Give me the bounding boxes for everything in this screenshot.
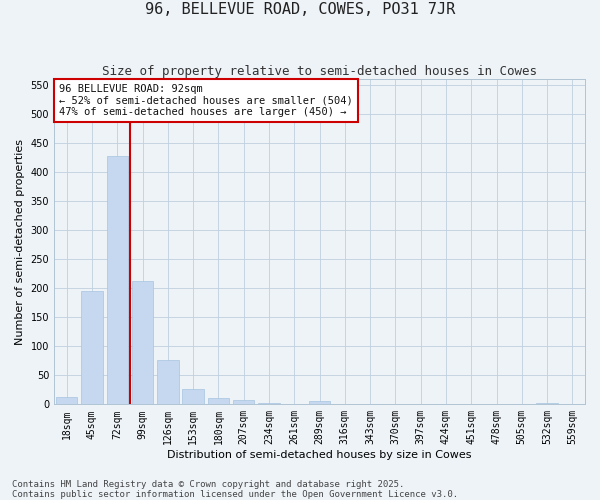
Bar xyxy=(309,402,330,404)
Bar xyxy=(107,156,128,404)
Bar xyxy=(233,400,254,404)
Bar xyxy=(536,402,558,404)
Bar xyxy=(157,360,179,405)
Bar xyxy=(132,281,153,404)
Bar xyxy=(258,402,280,404)
Bar xyxy=(81,291,103,405)
Bar xyxy=(56,397,77,404)
Text: 96, BELLEVUE ROAD, COWES, PO31 7JR: 96, BELLEVUE ROAD, COWES, PO31 7JR xyxy=(145,2,455,18)
Text: 96 BELLEVUE ROAD: 92sqm
← 52% of semi-detached houses are smaller (504)
47% of s: 96 BELLEVUE ROAD: 92sqm ← 52% of semi-de… xyxy=(59,84,353,117)
Bar xyxy=(208,398,229,404)
Bar xyxy=(182,388,204,404)
Y-axis label: Number of semi-detached properties: Number of semi-detached properties xyxy=(15,139,25,345)
Text: Contains HM Land Registry data © Crown copyright and database right 2025.
Contai: Contains HM Land Registry data © Crown c… xyxy=(12,480,458,499)
Title: Size of property relative to semi-detached houses in Cowes: Size of property relative to semi-detach… xyxy=(102,65,537,78)
X-axis label: Distribution of semi-detached houses by size in Cowes: Distribution of semi-detached houses by … xyxy=(167,450,472,460)
